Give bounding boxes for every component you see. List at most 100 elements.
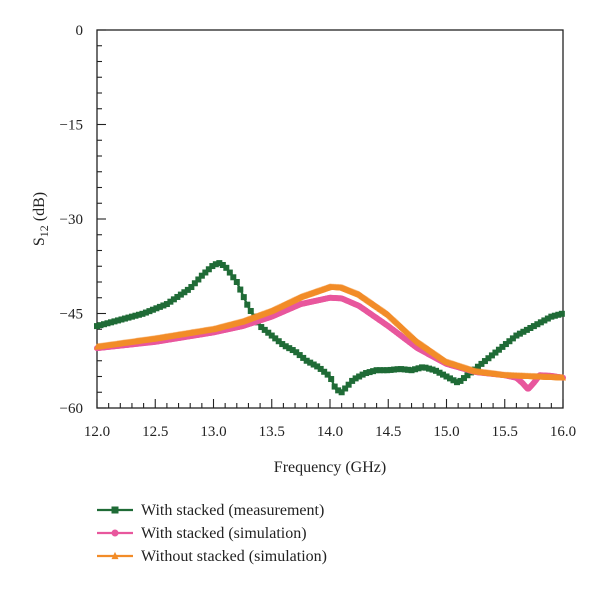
x-tick-label: 13.0 <box>200 424 226 440</box>
data-point <box>195 276 202 283</box>
legend: With stacked (measurement) With stacked (… <box>97 502 327 565</box>
y-tick-label: −30 <box>60 212 83 228</box>
data-point <box>303 357 310 364</box>
data-point <box>398 366 405 373</box>
data-point <box>331 383 338 390</box>
data-point <box>380 367 387 374</box>
data-point <box>352 375 359 382</box>
data-point <box>349 377 356 384</box>
data-point <box>317 365 324 372</box>
data-point <box>223 264 230 271</box>
data-point <box>478 360 485 367</box>
data-point <box>237 286 244 293</box>
data-point <box>560 374 566 381</box>
data-point <box>366 369 373 376</box>
y-axis-ticks: 0 −15 −30 −45 −60 <box>60 23 106 417</box>
data-point <box>488 352 495 359</box>
legend-marker <box>111 529 119 537</box>
data-point <box>209 263 216 270</box>
data-point <box>244 301 251 308</box>
y-axis-title-main: S <box>31 237 48 246</box>
data-point <box>408 367 415 374</box>
data-point <box>167 298 174 305</box>
data-point <box>401 366 408 373</box>
data-point <box>363 370 370 377</box>
data-point <box>233 279 240 285</box>
data-point <box>499 343 506 350</box>
data-point <box>139 310 146 317</box>
data-point <box>530 323 537 330</box>
data-point <box>321 368 328 375</box>
data-point <box>146 308 153 315</box>
data-point <box>412 366 419 373</box>
data-point <box>104 320 111 327</box>
data-point <box>558 310 565 317</box>
data-point <box>548 313 555 320</box>
data-point <box>181 289 188 296</box>
data-point <box>268 332 275 339</box>
data-point <box>544 315 551 322</box>
data-point <box>163 301 170 308</box>
data-point <box>440 371 447 378</box>
legend-label: Without stacked (simulation) <box>141 548 327 565</box>
data-point <box>174 293 181 300</box>
data-point <box>523 326 530 333</box>
data-point <box>261 326 268 333</box>
x-tick-label: 14.5 <box>375 424 401 440</box>
legend-label: With stacked (simulation) <box>141 525 307 542</box>
data-point <box>184 286 191 293</box>
data-point <box>275 338 282 345</box>
legend-item: With stacked (measurement) <box>97 502 324 519</box>
data-point <box>436 369 443 376</box>
data-point <box>537 319 544 326</box>
data-point <box>160 302 167 309</box>
data-point <box>118 316 125 323</box>
data-point <box>450 377 457 384</box>
data-point <box>300 354 307 361</box>
x-tick-label: 15.0 <box>433 424 459 440</box>
data-point <box>191 280 198 287</box>
data-point <box>265 329 272 336</box>
data-point <box>212 261 219 268</box>
data-point <box>481 358 488 365</box>
data-point <box>506 338 513 345</box>
data-point <box>513 332 520 339</box>
data-point <box>356 373 363 380</box>
y-tick-label: 0 <box>76 23 84 39</box>
data-point <box>279 341 286 348</box>
data-point <box>551 312 558 319</box>
data-point <box>453 379 460 386</box>
data-point <box>426 365 433 372</box>
data-point <box>509 335 516 342</box>
data-point <box>485 355 492 362</box>
data-point <box>135 311 142 318</box>
data-point <box>387 366 394 373</box>
data-point <box>307 359 314 366</box>
data-point <box>419 364 426 371</box>
data-point <box>370 368 377 375</box>
data-point <box>555 311 562 318</box>
data-point <box>377 367 384 374</box>
legend-marker <box>111 551 119 560</box>
data-point <box>415 365 422 372</box>
data-point <box>286 345 293 352</box>
data-point <box>128 313 135 320</box>
data-point <box>94 323 100 330</box>
x-tick-label: 13.5 <box>259 424 285 440</box>
data-point <box>240 294 247 301</box>
data-point <box>132 312 139 319</box>
data-point <box>125 314 132 321</box>
legend-label: With stacked (measurement) <box>141 502 324 519</box>
data-point <box>205 266 212 273</box>
data-point <box>422 364 429 371</box>
data-point <box>142 309 149 316</box>
data-point <box>464 372 471 379</box>
data-point <box>121 315 128 322</box>
x-tick-label: 12.0 <box>84 424 110 440</box>
x-tick-label: 16.0 <box>550 424 576 440</box>
legend-item: With stacked (simulation) <box>97 525 307 542</box>
data-point <box>216 260 223 267</box>
data-point <box>272 335 279 342</box>
data-point <box>188 284 195 291</box>
